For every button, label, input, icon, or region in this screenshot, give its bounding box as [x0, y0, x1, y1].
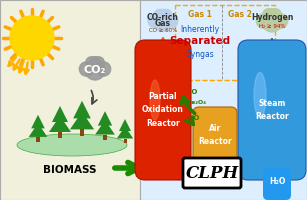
Circle shape	[148, 14, 162, 28]
Text: Air
Reactor: Air Reactor	[198, 124, 232, 146]
FancyArrowPatch shape	[186, 117, 193, 124]
Text: + O: + O	[185, 115, 199, 121]
FancyBboxPatch shape	[36, 137, 40, 142]
Polygon shape	[73, 101, 91, 118]
Circle shape	[10, 16, 54, 60]
Ellipse shape	[254, 72, 266, 117]
FancyBboxPatch shape	[183, 158, 241, 188]
Text: CO ≥ 60%: CO ≥ 60%	[149, 27, 177, 32]
FancyBboxPatch shape	[58, 132, 62, 138]
FancyBboxPatch shape	[140, 0, 307, 200]
FancyBboxPatch shape	[103, 135, 107, 140]
Polygon shape	[52, 106, 68, 122]
Polygon shape	[29, 123, 47, 137]
Circle shape	[164, 14, 178, 28]
FancyArrowPatch shape	[181, 97, 195, 113]
Circle shape	[262, 12, 282, 32]
Ellipse shape	[150, 80, 160, 120]
Text: BaFe₂O₄: BaFe₂O₄	[178, 100, 206, 106]
Text: Gas: Gas	[155, 19, 171, 27]
Polygon shape	[117, 127, 133, 138]
Text: Gas 2: Gas 2	[228, 10, 252, 19]
Circle shape	[273, 14, 288, 28]
Circle shape	[93, 57, 104, 68]
Text: - O: - O	[186, 89, 198, 95]
FancyBboxPatch shape	[238, 40, 306, 180]
Text: Gas 1: Gas 1	[188, 10, 212, 19]
Circle shape	[161, 9, 172, 20]
Polygon shape	[70, 112, 94, 129]
Circle shape	[256, 14, 271, 28]
Text: H₂O: H₂O	[269, 176, 285, 186]
Polygon shape	[49, 116, 71, 132]
FancyBboxPatch shape	[0, 0, 140, 200]
Circle shape	[267, 9, 277, 19]
FancyBboxPatch shape	[263, 168, 291, 200]
Circle shape	[79, 62, 94, 76]
Text: CO-rich: CO-rich	[147, 12, 179, 21]
Circle shape	[86, 57, 97, 68]
Circle shape	[158, 9, 168, 19]
Circle shape	[270, 9, 281, 20]
Text: Steam
Reactor: Steam Reactor	[255, 99, 289, 121]
FancyBboxPatch shape	[193, 107, 237, 163]
Circle shape	[96, 62, 111, 76]
Text: Syngas: Syngas	[186, 50, 214, 59]
Text: Hydrogen: Hydrogen	[251, 12, 293, 21]
Text: Inherently: Inherently	[181, 25, 220, 34]
Text: H₂ ≥ 94%: H₂ ≥ 94%	[259, 24, 285, 29]
Circle shape	[154, 12, 173, 31]
Text: Partial
Oxidation
Reactor: Partial Oxidation Reactor	[142, 92, 184, 128]
Text: BIOMASS: BIOMASS	[43, 165, 97, 175]
Circle shape	[154, 9, 165, 20]
Polygon shape	[98, 111, 112, 126]
Circle shape	[85, 60, 105, 80]
Polygon shape	[31, 115, 45, 128]
Ellipse shape	[17, 134, 127, 156]
Circle shape	[90, 57, 100, 67]
Circle shape	[263, 9, 274, 20]
Polygon shape	[95, 120, 115, 135]
FancyBboxPatch shape	[123, 138, 126, 143]
FancyBboxPatch shape	[135, 40, 191, 180]
FancyBboxPatch shape	[80, 129, 84, 136]
Text: CO₂: CO₂	[84, 65, 106, 75]
Text: Separated: Separated	[169, 36, 231, 46]
Polygon shape	[119, 119, 131, 131]
Text: CLPH: CLPH	[185, 164, 239, 182]
